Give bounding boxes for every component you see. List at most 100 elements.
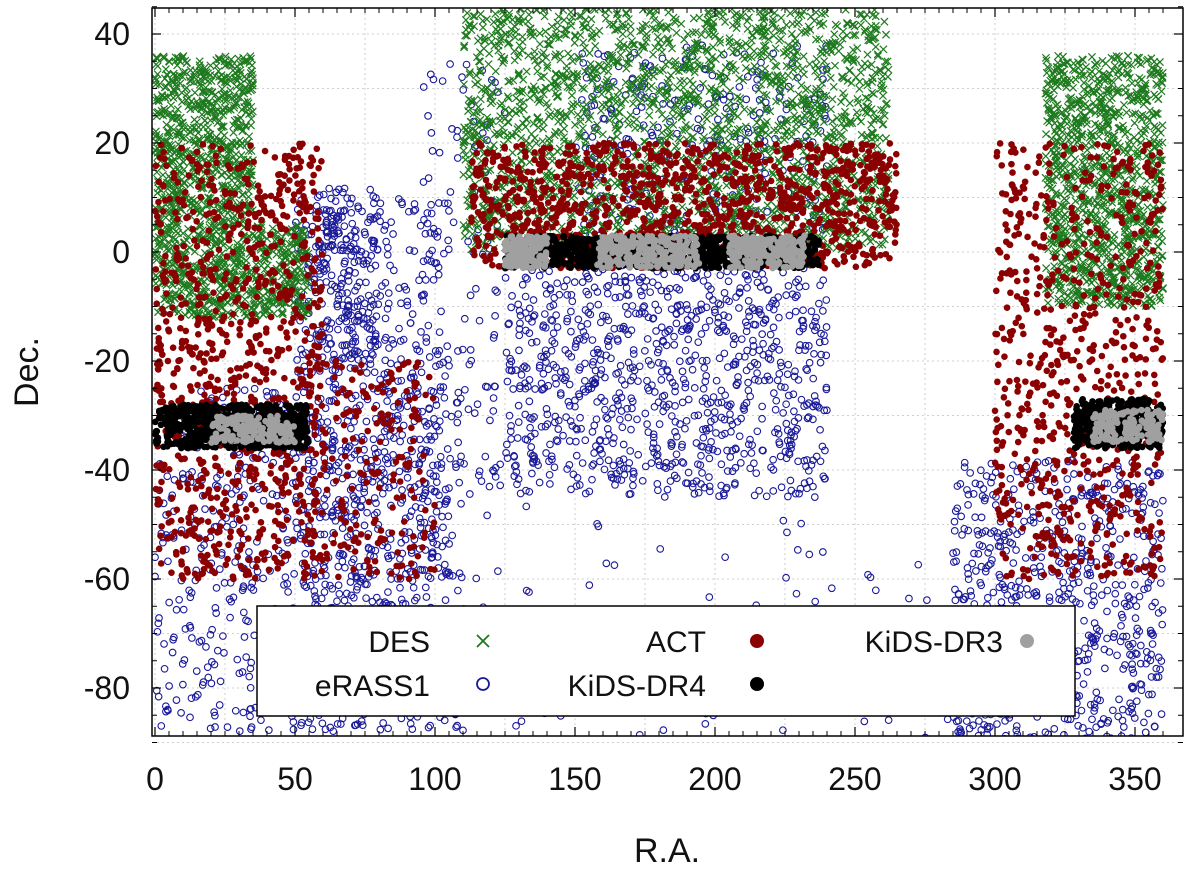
erass1-point [689,366,696,373]
erass1-point [397,438,404,445]
erass1-point [445,237,452,244]
erass1-point [1021,518,1028,525]
erass1-point [972,480,979,487]
erass1-point [680,376,687,383]
erass1-point [580,337,587,344]
erass1-point [513,367,520,374]
erass1-point [1013,547,1020,554]
erass1-point [384,398,391,405]
erass1-point [494,289,501,296]
erass1-point [770,324,777,331]
erass1-point [615,402,622,409]
erass1-point [1031,733,1038,740]
erass1-point [660,361,667,368]
erass1-point [420,84,427,91]
erass1-point [324,419,331,426]
erass1-point [339,525,346,532]
erass1-point [447,61,454,68]
erass1-point [515,402,522,409]
erass1-point [212,724,219,731]
erass1-point [602,374,609,381]
erass1-point [795,547,802,554]
erass1-point [474,401,481,408]
erass1-point [564,292,571,299]
erass1-point [770,488,777,495]
erass1-point [573,438,580,445]
erass1-point [1104,587,1111,594]
erass1-point [454,155,461,162]
erass1-point [695,116,702,123]
erass1-point [336,591,343,598]
erass1-point [575,316,582,323]
erass1-point [1085,474,1092,481]
erass1-point [698,452,705,459]
erass1-point [504,378,511,385]
erass1-point [1015,502,1022,509]
des-point [236,137,243,144]
erass1-point [390,341,397,348]
erass1-point [526,398,533,405]
erass1-point [633,108,640,115]
erass1-point [1046,594,1053,601]
erass1-point [442,597,449,604]
erass1-point [564,277,571,284]
erass1-point [629,405,636,412]
erass1-point [251,385,258,392]
erass1-point [391,267,398,274]
erass1-point [989,557,996,564]
erass1-point [419,271,426,278]
erass1-point [532,386,539,393]
erass1-point [738,460,745,467]
erass1-point [761,277,768,284]
erass1-point [1129,661,1136,668]
erass1-point [885,717,892,724]
erass1-point [744,284,751,291]
erass1-point [967,588,974,595]
erass1-point [166,599,173,606]
erass1-point [487,417,494,424]
erass1-point [542,311,549,318]
erass1-point [526,377,533,384]
erass1-point [647,289,654,296]
erass1-point [654,739,661,746]
erass1-point [232,708,239,715]
erass1-point [715,300,722,307]
erass1-point [438,461,445,468]
erass1-point [382,222,389,229]
erass1-point [1031,569,1038,576]
erass1-point [757,284,764,291]
erass1-point [791,408,798,415]
erass1-point [363,279,370,286]
erass1-point [561,283,568,290]
erass1-point [1149,641,1156,648]
erass1-point [783,292,790,299]
erass1-point [420,258,427,265]
erass1-point [348,210,355,217]
erass1-point [180,606,187,613]
erass1-point [1145,710,1152,717]
erass1-point [727,454,734,461]
erass1-point [798,396,805,403]
erass1-point [973,568,980,575]
erass1-point [176,597,183,604]
erass1-point [776,371,783,378]
erass1-point [514,435,521,442]
erass1-point [547,441,554,448]
erass1-point [423,339,430,346]
erass1-point [178,710,185,717]
erass1-point [951,528,958,535]
erass1-point [438,308,445,315]
erass1-point [536,479,543,486]
erass1-point [597,458,604,465]
erass1-point [661,271,668,278]
erass1-point [529,470,536,477]
erass1-point [763,493,770,500]
erass1-point [1086,728,1093,735]
erass1-point [221,650,228,657]
erass1-point [243,654,250,661]
erass1-point [436,418,443,425]
erass1-point [516,347,523,354]
erass1-point [433,363,440,370]
erass1-point [1147,499,1154,506]
erass1-point [760,340,767,347]
